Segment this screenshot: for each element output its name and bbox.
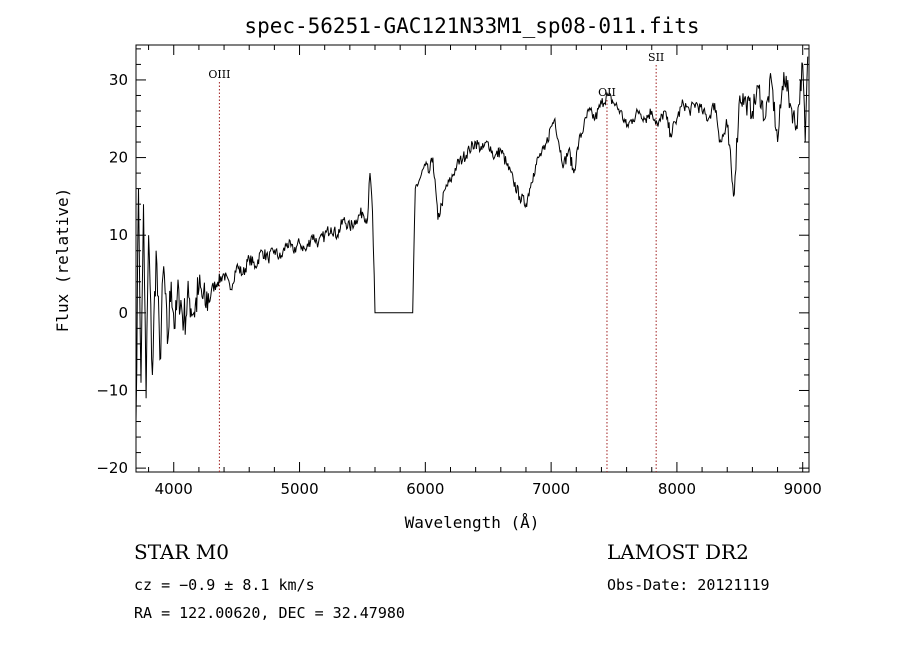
y-axis-label: Flux (relative) — [53, 188, 72, 333]
emission-line-label: SII — [648, 51, 664, 64]
x-tick-label: 8000 — [658, 480, 696, 498]
y-tick-label: 30 — [109, 71, 128, 89]
x-tick-label: 9000 — [784, 480, 822, 498]
y-tick-label: −10 — [96, 381, 128, 399]
x-tick-label: 7000 — [532, 480, 570, 498]
spectrum-line — [135, 56, 809, 422]
y-tick-label: 0 — [118, 304, 128, 322]
y-tick-label: −20 — [96, 459, 128, 477]
y-tick-label: 10 — [109, 226, 128, 244]
x-tick-label: 6000 — [406, 480, 444, 498]
x-axis-label: Wavelength (Å) — [405, 513, 540, 532]
chart-title: spec-56251-GAC121N33M1_sp08-011.fits — [244, 14, 699, 38]
redshift-velocity: cz = −0.9 ± 8.1 km/s — [134, 576, 315, 594]
x-tick-label: 4000 — [155, 480, 193, 498]
object-class: STAR M0 — [134, 540, 230, 564]
survey-name: LAMOST DR2 — [607, 540, 749, 564]
x-tick-label: 5000 — [280, 480, 318, 498]
plot-frame — [135, 44, 810, 473]
observation-date: Obs-Date: 20121119 — [607, 576, 770, 594]
coordinates: RA = 122.00620, DEC = 32.47980 — [134, 604, 405, 622]
y-tick-label: 20 — [109, 149, 128, 167]
axis-tick-labels: 4000 5000 6000 7000 8000 9000 −20 −10 0 10 20 30 — [96, 71, 821, 498]
emission-line-label: OIII — [208, 68, 230, 81]
axis-ticks — [136, 45, 809, 472]
